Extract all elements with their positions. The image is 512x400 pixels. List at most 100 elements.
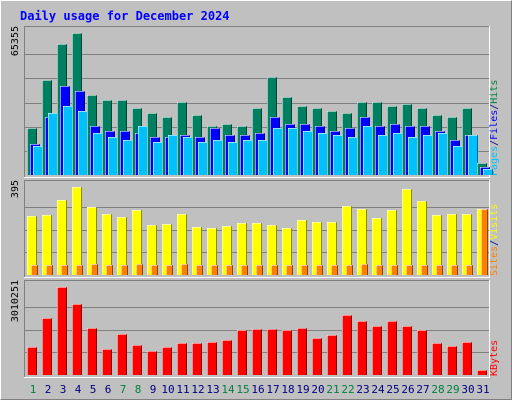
bar-kbytes-day-23 xyxy=(357,321,367,375)
legend-hits: Hits xyxy=(489,80,500,104)
bar-sites-day-27 xyxy=(421,265,428,275)
bar-pages-day-24 xyxy=(378,135,388,175)
legend-separator: / xyxy=(489,104,500,110)
bar-pages-day-3 xyxy=(63,106,73,175)
bar-pages-day-15 xyxy=(243,140,253,175)
bar-visits-day-22 xyxy=(342,206,352,275)
bar-visits-day-27 xyxy=(417,201,427,275)
bar-kbytes-day-13 xyxy=(207,342,217,375)
bar-pages-day-30 xyxy=(468,135,478,175)
bar-visits-day-4 xyxy=(72,187,82,275)
panel-series-legend: KBytes xyxy=(489,340,500,376)
panel-series-legend: Pages/Files/Hits xyxy=(489,80,500,176)
bar-sites-day-8 xyxy=(136,264,143,275)
bar-visits-day-20 xyxy=(312,222,322,275)
bar-kbytes-day-20 xyxy=(312,338,322,375)
bar-sites-day-19 xyxy=(301,265,308,275)
bar-pages-day-13 xyxy=(213,140,223,175)
day-label-30: 30 xyxy=(461,383,474,396)
bar-sites-day-18 xyxy=(286,265,293,275)
bar-visits-day-14 xyxy=(222,226,232,275)
bar-kbytes-day-18 xyxy=(282,330,292,375)
bar-pages-day-4 xyxy=(78,111,88,175)
bar-pages-day-9 xyxy=(153,142,163,175)
bar-visits-day-28 xyxy=(432,215,442,275)
bar-kbytes-day-11 xyxy=(177,343,187,375)
day-label-19: 19 xyxy=(296,383,309,396)
bar-pages-day-10 xyxy=(168,135,178,175)
day-label-24: 24 xyxy=(371,383,385,396)
chart-panels: 65355 Pages/Files/Hits 395 Sites / Visits 3010… xyxy=(10,26,500,378)
bar-sites-day-30 xyxy=(466,265,473,275)
bar-pages-day-25 xyxy=(393,133,403,175)
bar-kbytes-day-26 xyxy=(402,326,412,375)
bar-sites-day-4 xyxy=(76,265,83,275)
bar-sites-day-20 xyxy=(316,265,323,275)
day-label-14: 14 xyxy=(221,383,235,396)
bar-kbytes-day-22 xyxy=(342,315,352,375)
bar-visits-day-17 xyxy=(267,225,277,275)
bar-pages-day-1 xyxy=(33,146,43,175)
day-label-10: 10 xyxy=(161,383,174,396)
bar-kbytes-day-3 xyxy=(57,287,67,375)
day-label-23: 23 xyxy=(356,383,369,396)
bar-kbytes-day-10 xyxy=(162,347,172,375)
bar-kbytes-day-8 xyxy=(132,345,142,375)
bar-visits-day-30 xyxy=(462,214,472,275)
bar-sites-day-3 xyxy=(61,265,68,275)
bar-pages-day-14 xyxy=(228,142,238,175)
bar-sites-day-5 xyxy=(91,264,98,275)
bar-sites-day-26 xyxy=(406,265,413,275)
bar-pages-day-26 xyxy=(408,137,418,175)
bar-kbytes-day-28 xyxy=(432,343,442,375)
bar-pages-day-7 xyxy=(123,140,133,175)
legend-kbytes: KBytes xyxy=(489,340,500,376)
day-label-9: 9 xyxy=(150,383,157,396)
bar-kbytes-day-5 xyxy=(87,328,97,375)
bar-pages-day-11 xyxy=(183,137,193,175)
bar-kbytes-day-24 xyxy=(372,326,382,375)
legend-sites: Sites xyxy=(489,246,500,276)
bar-visits-day-21 xyxy=(327,222,337,275)
day-label-5: 5 xyxy=(90,383,97,396)
bar-sites-day-23 xyxy=(361,264,368,275)
bar-pages-day-6 xyxy=(108,137,118,175)
bar-sites-day-6 xyxy=(106,265,113,275)
panel-max-label: 395 xyxy=(10,180,21,198)
bar-sites-day-1 xyxy=(31,265,38,275)
bar-pages-day-8 xyxy=(138,126,148,175)
bar-kbytes-day-19 xyxy=(297,328,307,375)
bar-pages-day-18 xyxy=(288,128,298,175)
day-label-17: 17 xyxy=(266,383,279,396)
bar-visits-day-9 xyxy=(147,225,157,275)
chart-title: Daily usage for December 2024 xyxy=(20,9,230,23)
bar-pages-day-2 xyxy=(48,113,58,175)
bar-sites-day-13 xyxy=(211,265,218,275)
bar-kbytes-day-17 xyxy=(267,329,277,375)
legend-visits: Visits xyxy=(489,204,500,240)
panel-max-label: 65355 xyxy=(10,26,21,56)
bar-visits-day-8 xyxy=(132,210,142,275)
bar-sites-day-29 xyxy=(451,265,458,275)
bar-sites-day-2 xyxy=(46,265,53,275)
day-label-22: 22 xyxy=(341,383,354,396)
bar-sites-day-16 xyxy=(256,265,263,275)
bar-visits-day-26 xyxy=(402,189,412,275)
bar-visits-day-7 xyxy=(117,217,127,275)
legend-files: Files xyxy=(489,110,500,140)
panel-kbytes: 3010251 KBytes xyxy=(10,280,500,378)
bar-sites-day-22 xyxy=(346,265,353,275)
day-label-2: 2 xyxy=(45,383,52,396)
bar-kbytes-day-21 xyxy=(327,335,337,375)
day-label-29: 29 xyxy=(446,383,459,396)
bar-kbytes-day-14 xyxy=(222,340,232,375)
panel-visits-sites: 395 Sites/Visits xyxy=(10,180,500,278)
day-label-25: 25 xyxy=(386,383,399,396)
panel-max-label: 3010251 xyxy=(10,280,21,322)
bar-kbytes-day-12 xyxy=(192,343,202,375)
bar-pages-day-31 xyxy=(483,169,493,175)
bar-sites-day-28 xyxy=(436,265,443,275)
bar-sites-day-21 xyxy=(331,265,338,275)
bar-pages-day-17 xyxy=(273,128,283,175)
